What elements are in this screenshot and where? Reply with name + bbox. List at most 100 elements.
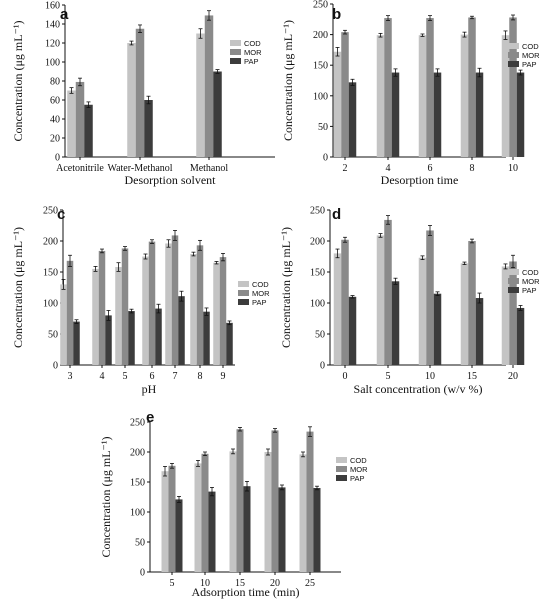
x-tick-label: 2 — [343, 163, 348, 174]
y-tick-label: 20 — [50, 134, 60, 145]
legend-swatch-pap — [508, 287, 519, 293]
y-axis-title: Concentration (μg mL⁻¹) — [279, 227, 293, 348]
legend-label-cod: COD — [252, 280, 269, 289]
bar-cod — [196, 33, 205, 157]
y-axis-title: Concentration (μg mL⁻¹) — [281, 20, 295, 141]
y-tick-label: 50 — [315, 330, 325, 341]
x-tick-label: 6 — [150, 371, 155, 382]
bar-cod — [229, 451, 237, 572]
bar-mor — [171, 235, 179, 365]
x-axis-title: Desorption time — [381, 173, 459, 187]
x-tick-label: 8 — [470, 163, 475, 174]
bar-mor — [66, 260, 74, 365]
x-tick-label: 20 — [508, 371, 518, 382]
y-tick-label: 80 — [50, 77, 60, 88]
y-tick-label: 100 — [45, 58, 60, 69]
bar-mor — [384, 219, 392, 365]
bar-pap — [433, 72, 442, 157]
bar-pap — [313, 488, 321, 572]
x-tick-label: Acetonitrile — [56, 163, 104, 174]
legend-swatch-cod — [508, 269, 519, 275]
panel-letter: d — [332, 206, 341, 223]
x-tick-label: 7 — [173, 371, 178, 382]
y-tick-label: 140 — [45, 20, 60, 31]
x-tick-label: 3 — [68, 371, 73, 382]
y-tick-label: 250 — [130, 418, 145, 429]
y-tick-label: 100 — [43, 299, 58, 310]
y-tick-label: 60 — [50, 96, 60, 107]
bar-cod — [213, 262, 220, 365]
x-tick-label: 4 — [100, 371, 105, 382]
legend-swatch-cod — [238, 281, 249, 287]
x-tick-label: 5 — [123, 371, 128, 382]
bar-cod — [501, 35, 510, 157]
bar-mor — [135, 28, 145, 157]
panel-letter: e — [146, 409, 154, 426]
bar-mor — [384, 18, 392, 157]
x-tick-label: 25 — [305, 578, 315, 589]
y-tick-label: 150 — [43, 268, 58, 279]
y-tick-label: 150 — [130, 478, 145, 489]
bar-mor — [341, 239, 349, 365]
bar-pap — [178, 296, 185, 365]
legend-label-pap: PAP — [252, 298, 266, 307]
bar-pap — [208, 491, 216, 572]
y-tick-label: 200 — [43, 237, 58, 248]
y-axis-title: Concentration (μg mL⁻¹) — [11, 227, 25, 348]
legend-label-pap: PAP — [350, 474, 364, 483]
y-tick-label: 0 — [140, 568, 145, 579]
bar-mor — [341, 32, 349, 157]
bar-cod — [418, 35, 427, 157]
bar-cod — [190, 254, 197, 365]
y-tick-label: 0 — [320, 361, 325, 372]
legend-label-mor: MOR — [522, 277, 540, 286]
bar-mor — [201, 453, 209, 572]
x-tick-label: 0 — [343, 371, 348, 382]
bar-cod — [165, 243, 172, 365]
bar-cod — [264, 452, 272, 572]
y-tick-label: 0 — [53, 361, 58, 372]
bar-pap — [73, 321, 80, 365]
bar-pap — [155, 308, 162, 365]
x-tick-label: 15 — [235, 578, 245, 589]
bar-cod — [67, 90, 76, 157]
x-axis-title: pH — [142, 382, 157, 396]
bar-pap — [516, 307, 525, 365]
legend-label-mor: MOR — [252, 289, 270, 298]
y-tick-label: 250 — [43, 206, 58, 217]
x-axis-title: Salt concentration (w/v %) — [354, 382, 483, 396]
bar-cod — [115, 267, 122, 365]
bar-pap — [144, 100, 153, 157]
y-tick-label: 250 — [310, 206, 325, 217]
bar-cod — [460, 34, 469, 157]
y-tick-label: 250 — [313, 0, 328, 11]
panel-letter: b — [332, 6, 341, 23]
x-tick-label: 9 — [221, 371, 226, 382]
bar-mor — [98, 250, 106, 365]
bar-cod — [376, 35, 385, 157]
legend-label-pap: PAP — [244, 57, 258, 66]
bar-cod — [501, 266, 510, 365]
x-tick-label: 4 — [386, 163, 391, 174]
x-axis-title: Adsorption time (min) — [192, 585, 300, 599]
legend-swatch-mor — [230, 49, 241, 55]
y-tick-label: 150 — [313, 61, 328, 72]
bar-cod — [127, 43, 136, 157]
legend-label-mor: MOR — [522, 51, 540, 60]
legend-label-mor: MOR — [244, 48, 262, 57]
legend-swatch-pap — [336, 475, 347, 481]
x-tick-label: 10 — [425, 371, 435, 382]
legend-swatch-cod — [230, 40, 241, 46]
y-axis-title: Concentration (μg mL⁻¹) — [99, 436, 113, 557]
bar-cod — [194, 463, 202, 572]
bar-cod — [460, 263, 469, 365]
bar-pap — [175, 499, 183, 572]
x-tick-label: 5 — [386, 371, 391, 382]
bar-mor — [426, 18, 434, 157]
bar-pap — [105, 315, 112, 365]
legend-label-cod: COD — [522, 42, 539, 51]
